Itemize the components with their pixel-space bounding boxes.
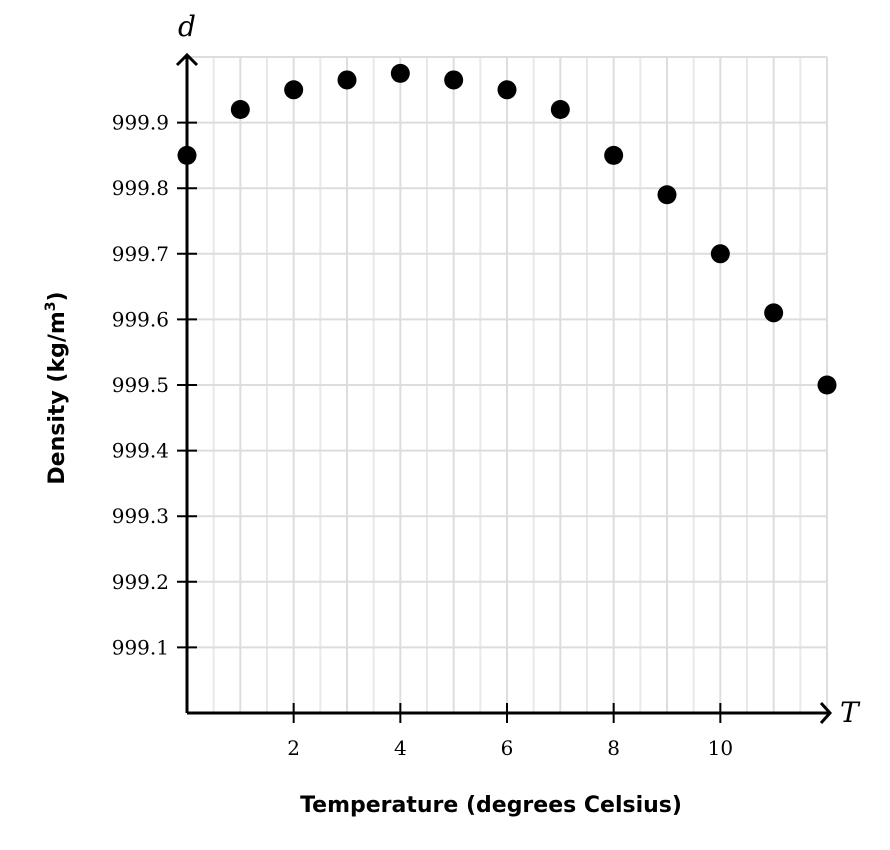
- y-tick-label: 999.1: [112, 635, 169, 659]
- data-points: [177, 63, 837, 395]
- y-tick-label: 999.7: [112, 242, 169, 266]
- y-axis-title-main: Density (kg/m: [45, 311, 70, 484]
- y-axis-title-superscript: 3: [43, 301, 59, 311]
- y-tick-label: 999.9: [112, 111, 169, 135]
- y-axis-title: Density (kg/m3): [43, 291, 70, 484]
- tick-marks: [177, 121, 722, 723]
- x-axis-title: Temperature (degrees Celsius): [300, 793, 682, 818]
- data-point: [817, 375, 837, 395]
- axes: [175, 52, 833, 725]
- y-tick-label: 999.4: [112, 439, 169, 463]
- data-point: [657, 185, 677, 205]
- x-tick-label: 4: [394, 736, 407, 760]
- data-point: [177, 145, 197, 165]
- data-point: [550, 99, 570, 119]
- y-axis-variable: d: [178, 10, 196, 43]
- x-axis-arrow-icon: [819, 701, 833, 725]
- y-axis-title-close: ): [45, 291, 70, 301]
- y-tick-label: 999.6: [112, 307, 169, 331]
- data-point: [284, 80, 304, 100]
- tick-labels: 2 4 6 8 10 999.1 999.2 999.3 999.4 999.5 999.6 999.…: [112, 111, 733, 760]
- y-tick-label: 999.2: [112, 570, 169, 594]
- data-point: [444, 70, 464, 90]
- data-point: [230, 99, 250, 119]
- x-tick-label: 10: [708, 736, 733, 760]
- y-axis-arrow-icon: [175, 52, 199, 67]
- data-point: [497, 80, 517, 100]
- data-point: [604, 145, 624, 165]
- x-tick-label: 8: [607, 736, 620, 760]
- data-point: [390, 63, 410, 83]
- x-axis-variable: T: [840, 696, 861, 729]
- x-tick-label: 2: [287, 736, 300, 760]
- y-tick-label: 999.5: [112, 373, 169, 397]
- y-tick-label: 999.8: [112, 176, 169, 200]
- data-point: [710, 244, 730, 264]
- grid-major-lines: [187, 56, 828, 713]
- data-point: [764, 303, 784, 323]
- y-tick-label: 999.3: [112, 504, 169, 528]
- x-tick-label: 6: [501, 736, 514, 760]
- data-point: [337, 70, 357, 90]
